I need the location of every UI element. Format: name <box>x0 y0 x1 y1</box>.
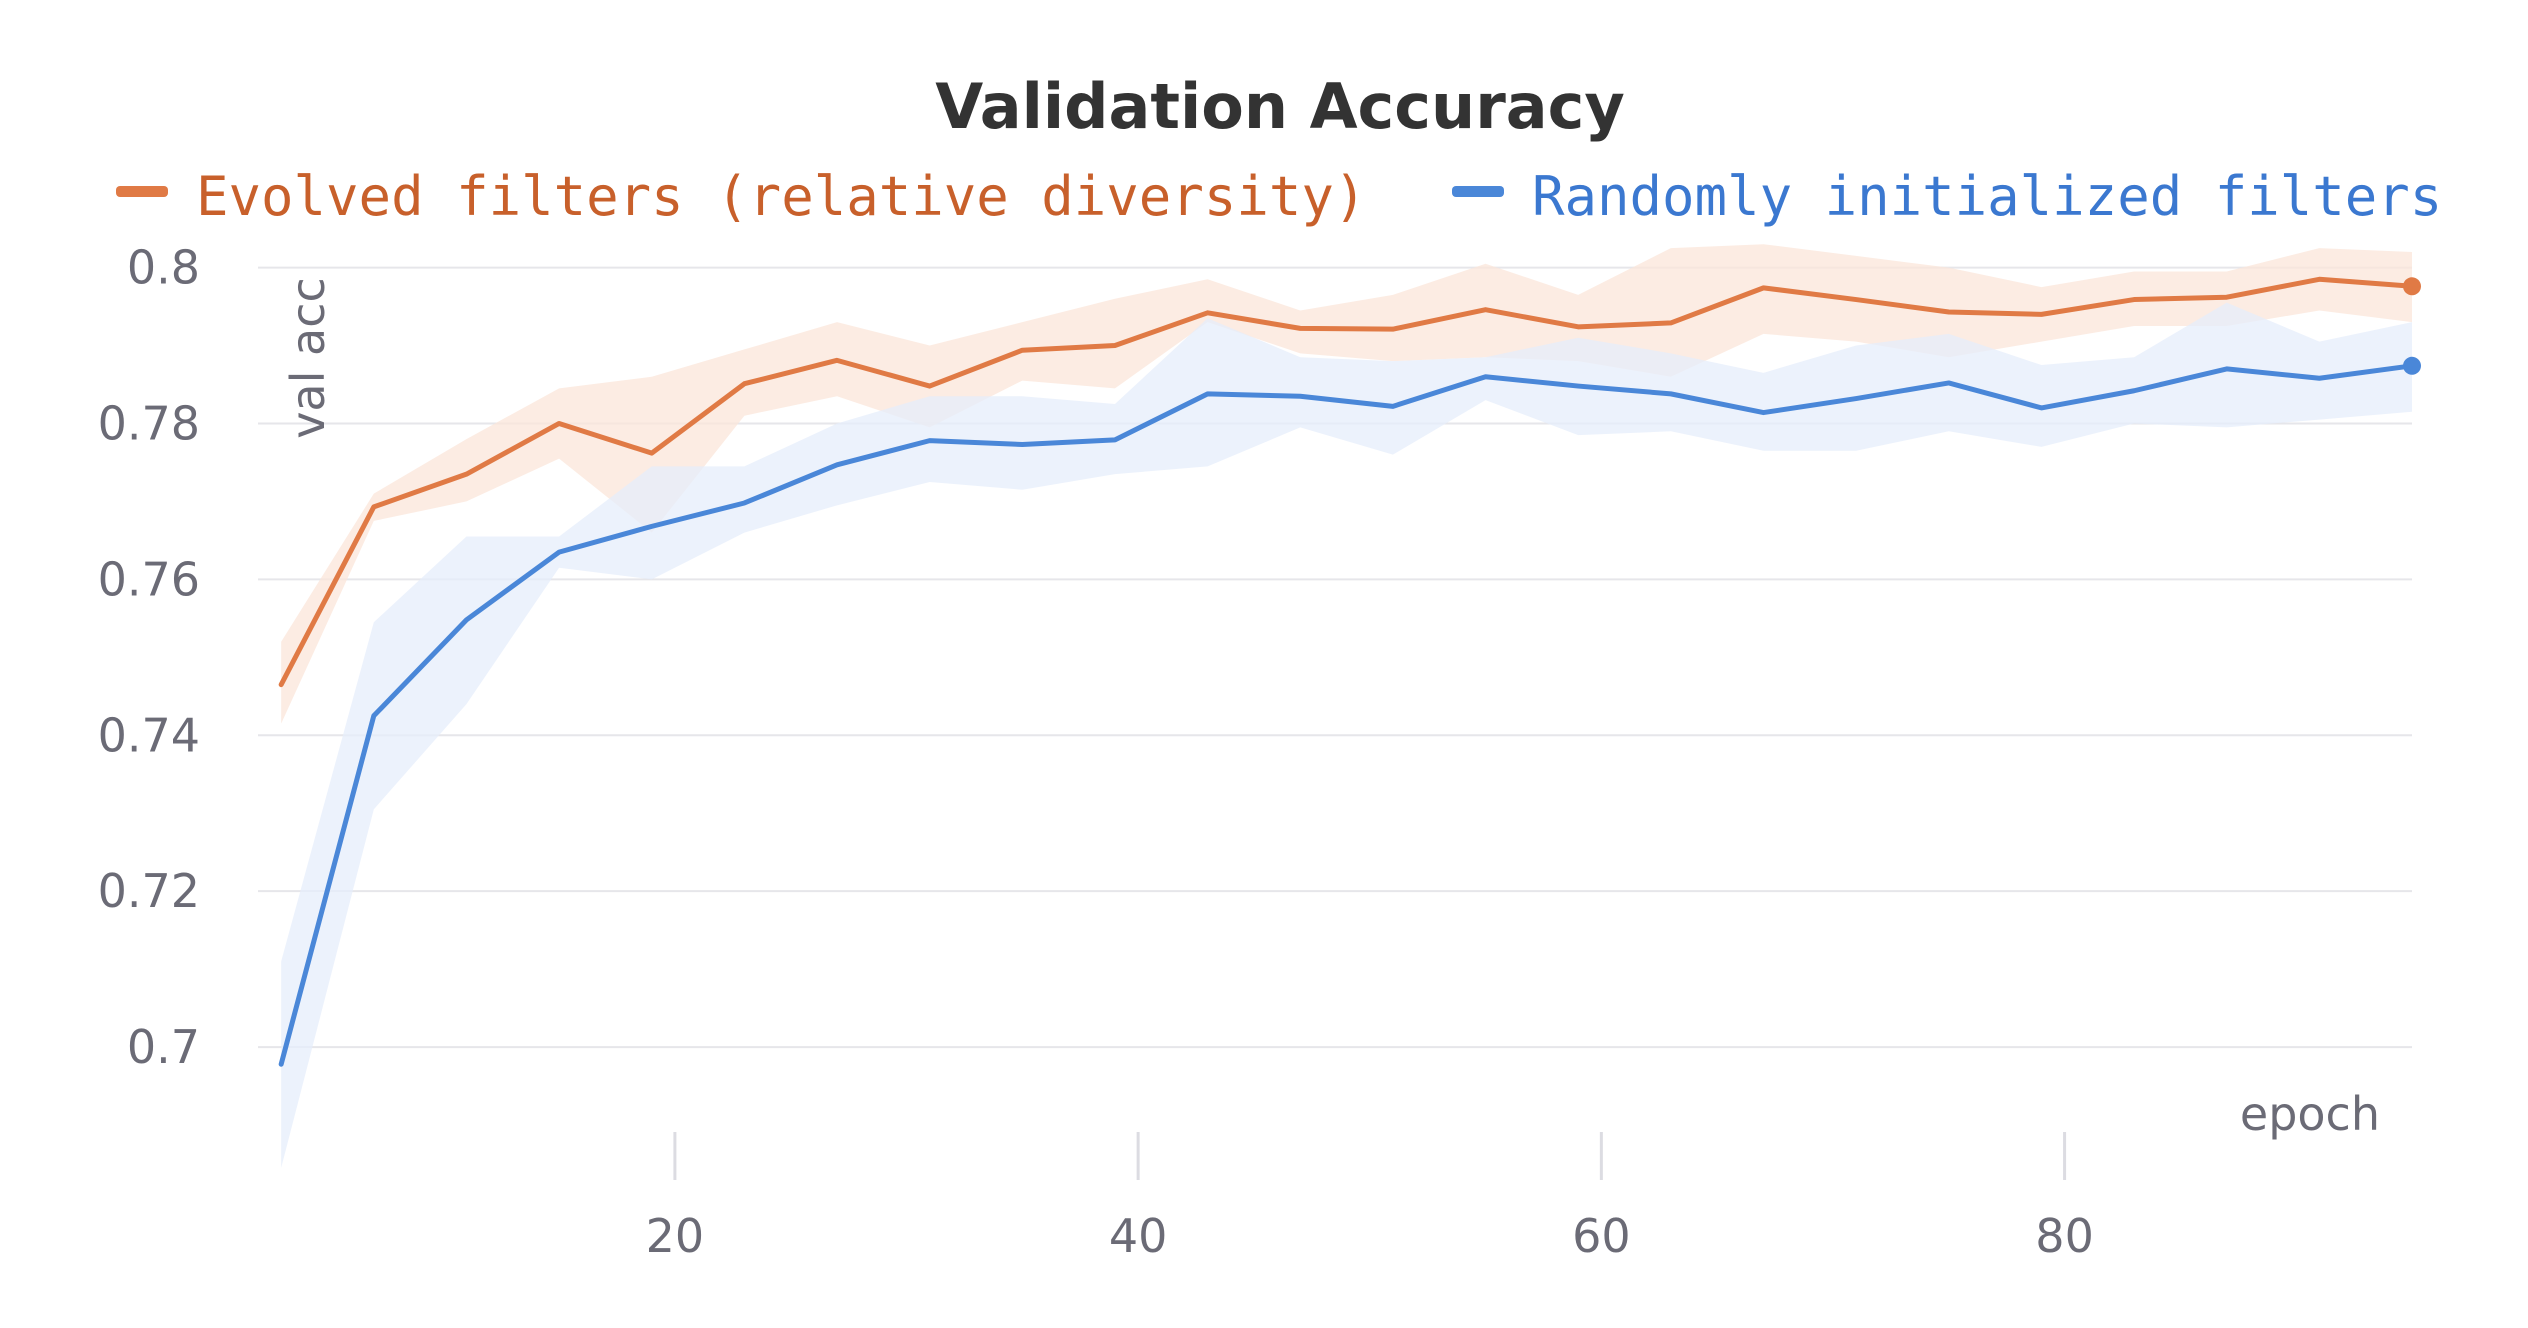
series-points <box>2403 277 2421 375</box>
x-axis-label: epoch <box>2240 1087 2380 1141</box>
x-tick-label: 80 <box>2035 1209 2094 1263</box>
legend-label-evolved: Evolved filters (relative diversity) <box>196 165 1366 228</box>
legend-item-evolved[interactable]: Evolved filters (relative diversity) <box>116 165 1366 228</box>
x-tick-label: 40 <box>1109 1209 1168 1263</box>
y-tick-label: 0.8 <box>127 241 200 295</box>
x-tick-label: 60 <box>1572 1209 1631 1263</box>
series-lines <box>278 276 2415 1067</box>
y-axis-ticks: 0.7 0.72 0.74 0.76 0.78 0.8 <box>98 241 200 1074</box>
y-tick-label: 0.7 <box>127 1020 200 1074</box>
endpoint-series-0[interactable] <box>2403 277 2421 296</box>
band-series-1 <box>281 302 2412 1168</box>
legend: Evolved filters (relative diversity) Ran… <box>116 165 2442 228</box>
legend-swatch-random <box>1452 186 1504 197</box>
endpoint-series-1[interactable] <box>2403 356 2421 375</box>
legend-swatch-evolved <box>116 186 168 197</box>
legend-item-random[interactable]: Randomly initialized filters <box>1452 165 2442 228</box>
y-tick-label: 0.74 <box>98 708 200 762</box>
chart-title: Validation Accuracy <box>935 70 1625 143</box>
legend-label-random: Randomly initialized filters <box>1532 165 2442 228</box>
confidence-bands <box>281 244 2412 1168</box>
x-tick-label: 20 <box>646 1209 705 1263</box>
x-axis-ticks: 20 40 60 80 <box>646 1132 2094 1263</box>
line-series-0 <box>278 276 2415 688</box>
y-axis-label: val acc <box>281 277 335 439</box>
y-tick-label: 0.78 <box>98 396 200 450</box>
line-series-1 <box>278 363 2415 1067</box>
y-tick-label: 0.76 <box>98 552 200 606</box>
band-series-0 <box>281 244 2412 724</box>
y-tick-label: 0.72 <box>98 864 200 918</box>
